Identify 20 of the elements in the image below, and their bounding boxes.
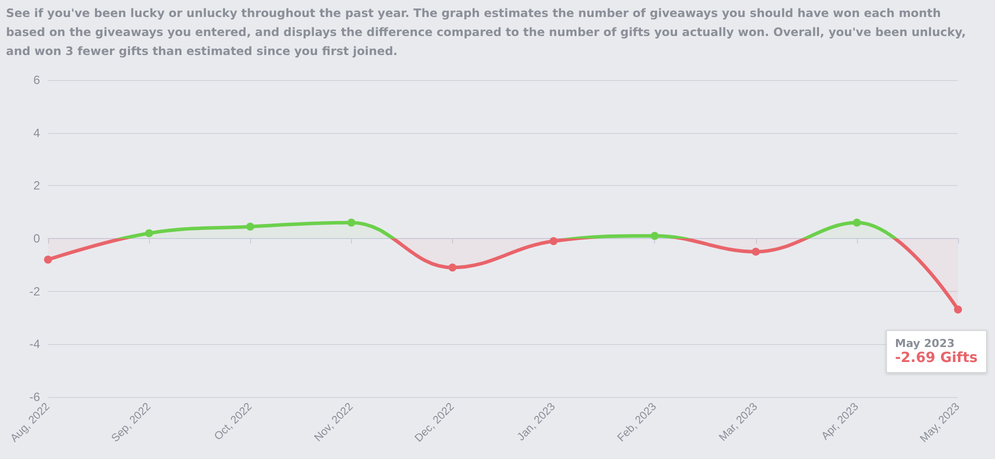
annotation: -2.69 Gifts (895, 350, 978, 366)
y-tick-label: 0 (33, 232, 40, 246)
y-tick-label: 6 (33, 73, 40, 87)
point (448, 264, 456, 272)
y-tick-label: -6 (29, 390, 40, 404)
y-tick-label: 4 (33, 126, 40, 140)
y-tick-label: -2 (29, 284, 40, 298)
point (752, 248, 760, 256)
y-tick-label: 2 (33, 178, 40, 193)
point (650, 232, 659, 240)
y-tick-label: -4 (29, 337, 40, 352)
point (44, 256, 52, 264)
point (347, 218, 356, 227)
point (852, 218, 861, 227)
point (550, 237, 558, 246)
point (954, 306, 962, 314)
chart-title: See if you've been lucky or unlucky throughout the past year. The graph estimates the number of giveaways you should have won each month based on the giveaways you entered, and displays the difference compared to the number of gifts you actually won. Overall, you've been unlucky, and won 3 fewer gifts than estimated since you first joined. (6, 5, 967, 60)
annotation: May 2023 (895, 336, 956, 350)
point (246, 222, 254, 231)
point (145, 229, 154, 238)
